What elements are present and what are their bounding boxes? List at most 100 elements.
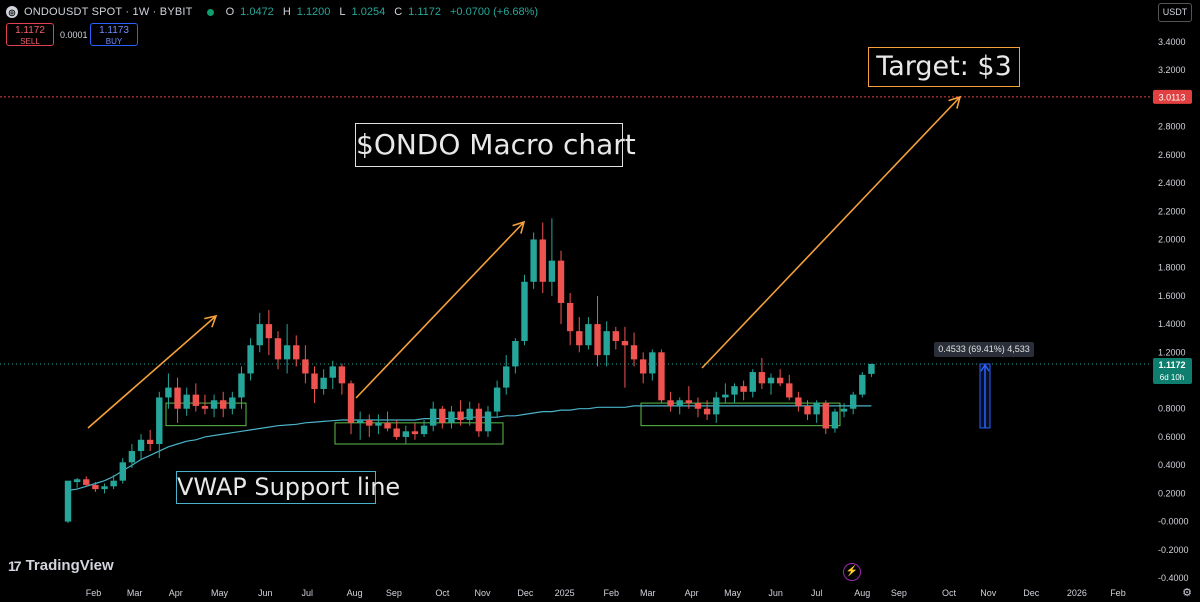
macro-chart-annotation[interactable]: $ONDO Macro chart [355,123,636,167]
trend-arrow-shaft [87,315,217,429]
candle-body [146,439,154,444]
candle-body [475,408,483,432]
candle-body [137,439,145,452]
y-tick-label: 1.8000 [1158,263,1186,273]
candle-body [731,386,738,395]
candle-body [585,324,592,346]
candle-body [685,400,693,404]
candle-body [128,451,136,463]
candle [493,380,501,418]
y-tick-label: 3.2000 [1158,65,1186,75]
candle [849,391,857,415]
y-tick-label: -0.0000 [1158,517,1189,527]
tradingview-logo[interactable]: 17 TradingView [8,557,114,574]
buy-button[interactable]: 1.1173 BUY [90,23,138,46]
y-tick-label: 1.2000 [1158,347,1186,357]
candle-body [722,394,729,398]
candle [192,383,200,412]
candle [238,366,245,409]
candle [512,338,519,374]
x-tick-label: Nov [980,588,997,598]
candle-body [831,411,839,429]
candle-body [713,397,720,415]
candle-body [247,345,254,374]
symbol-title[interactable]: ONDOUSDT SPOT · 1W · BYBIT [24,6,193,18]
candle [804,400,811,421]
candle [156,391,163,459]
target-annotation[interactable]: Target: $3 [868,47,1020,87]
candle-body [210,400,218,409]
candle-body [676,400,683,406]
candle [749,369,756,398]
candle [621,326,629,388]
candle [439,405,446,429]
candle [137,434,145,460]
candle-body [402,431,410,437]
candle [658,349,665,404]
candle [466,401,473,426]
y-tick-label: 2.6000 [1158,150,1186,160]
x-tick-label: Feb [603,588,619,598]
candle [174,377,181,423]
candle-body [238,373,245,398]
vwap-support-annotation[interactable]: VWAP Support line [176,471,400,504]
candle [247,338,254,381]
candle [530,232,537,289]
candle [694,397,702,418]
candle [393,420,400,440]
candle [283,324,291,374]
candle [229,391,236,415]
x-tick-label: Dec [517,588,534,598]
trend-arrow-head [512,220,526,234]
candle [83,476,90,487]
x-tick-label: Apr [169,588,183,598]
candle [402,425,410,444]
candle-body [375,422,382,426]
y-tick-label: 0.2000 [1158,488,1186,498]
candle-body [639,359,647,374]
candle [566,293,574,346]
candle-body [576,331,583,346]
currency-selector[interactable]: USDT [1158,3,1192,22]
x-tick-label: 2025 [555,588,575,598]
candle [859,372,866,398]
candle-body [512,341,519,367]
lightning-bolt-icon[interactable]: ⚡ [843,563,861,581]
open-value: 1.0472 [240,6,274,18]
candle-body [849,394,857,409]
symbol-logo-icon: ◎ [6,6,18,18]
candle-body [311,373,318,389]
candle-body [293,345,300,360]
x-tick-label: Oct [942,588,957,598]
settings-gear-icon[interactable]: ⚙ [1182,587,1192,599]
candle-body [174,387,181,409]
candle [110,475,117,490]
candle-body [594,324,601,356]
candle [630,332,638,367]
candle [73,477,81,488]
candle [585,317,592,350]
x-tick-label: Aug [347,588,363,598]
spread-value: 0.0001 [60,29,88,40]
candle-body [776,377,784,384]
candle [384,411,391,432]
candle [119,458,126,484]
candle [101,483,108,494]
candle-body [740,386,747,392]
measure-label: 0.4533 (69.41%) 4,533 [934,342,1034,357]
candle [448,405,455,429]
candle [868,363,875,377]
x-tick-label: Aug [854,588,870,598]
candle-body [347,383,355,423]
candle [311,366,318,404]
y-tick-label: 0.6000 [1158,432,1186,442]
consolidation-zone [640,402,841,427]
x-tick-label: Jul [811,588,823,598]
candle [557,250,565,325]
candle [128,444,136,468]
sell-button[interactable]: 1.1172 SELL [6,23,54,46]
candle [430,401,437,432]
candle [731,383,738,404]
candle [293,335,300,367]
